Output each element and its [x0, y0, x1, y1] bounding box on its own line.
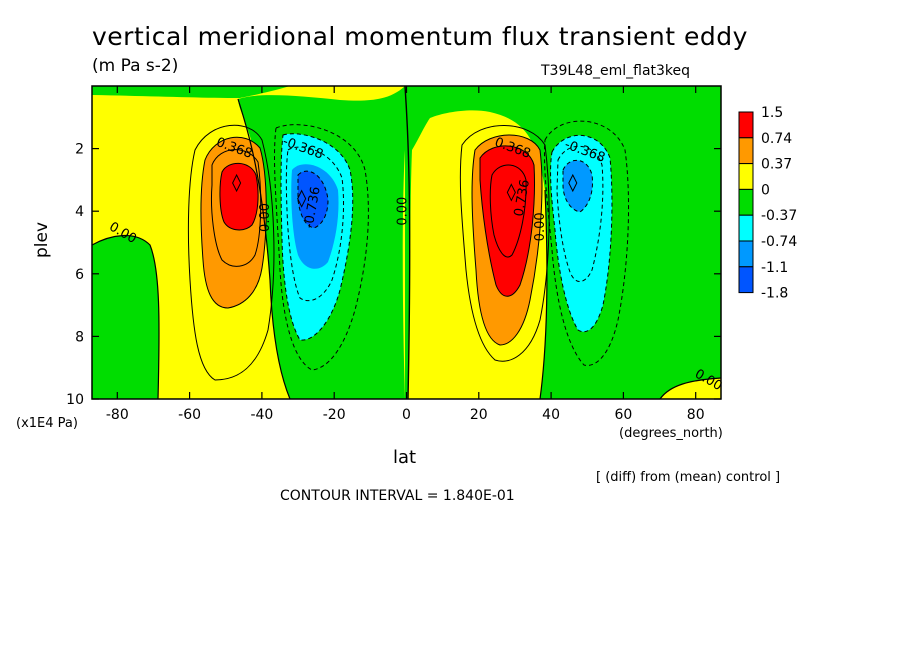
legend-swatch — [738, 111, 754, 139]
y-tick-label: 6 — [75, 267, 84, 283]
contour-interval: CONTOUR INTERVAL = 1.840E-01 — [280, 488, 515, 504]
region-green-sh-polar — [92, 235, 160, 399]
legend-swatch — [738, 266, 754, 294]
y-tick-label: 8 — [75, 329, 84, 345]
legend-label: 0.74 — [761, 131, 792, 147]
contour-label: 0.00 — [396, 197, 411, 226]
x-tick-label: -80 — [106, 407, 129, 423]
legend-label: 1.5 — [761, 105, 783, 121]
x-tick-label: 80 — [687, 407, 705, 423]
legend-label: 0.37 — [761, 157, 792, 173]
y-tick-label: 2 — [75, 142, 84, 158]
region-blue-nh — [563, 160, 593, 212]
x-tick-label: 60 — [614, 407, 632, 423]
region-red-sh — [219, 163, 259, 230]
contour-label: -0.736 — [302, 186, 324, 230]
y-axis-units: (x1E4 Pa) — [16, 416, 78, 431]
experiment-label: T39L48_eml_flat3keq — [541, 63, 691, 79]
legend-label: -1.8 — [761, 286, 788, 302]
legend-label: 0 — [761, 182, 770, 198]
plot-area — [92, 86, 721, 399]
legend-swatch — [738, 214, 754, 242]
x-axis-label: lat — [393, 447, 417, 468]
legend-label: -1.1 — [761, 260, 788, 276]
contour-label: 0.00 — [533, 212, 548, 241]
x-tick-label: -60 — [178, 407, 201, 423]
legend-swatch — [738, 188, 754, 216]
legend-label: -0.74 — [761, 234, 797, 250]
x-tick-label: -40 — [250, 407, 273, 423]
x-tick-label: -20 — [323, 407, 346, 423]
y-tick-label: 4 — [75, 204, 84, 220]
extremum-marker — [232, 173, 242, 193]
x-tick-label: 20 — [470, 407, 488, 423]
x-tick-label: 0 — [402, 407, 411, 423]
y-tick-label: 10 — [66, 392, 84, 408]
extremum-marker — [297, 189, 307, 208]
extremum-marker — [568, 173, 578, 193]
extrema-markers — [232, 173, 578, 208]
region-green-top-left — [92, 86, 290, 98]
x-axis-units: (degrees_north) — [619, 426, 723, 441]
legend-label: -0.37 — [761, 208, 797, 224]
chart-title: vertical meridional momentum flux transi… — [92, 22, 748, 51]
x-tick-label: 40 — [542, 407, 560, 423]
diff-note: [ (diff) from (mean) control ] — [596, 470, 781, 485]
negative-contour-lines — [274, 120, 630, 371]
contour-lines — [92, 86, 721, 399]
legend-swatch — [738, 240, 754, 268]
legend-swatch — [738, 137, 754, 165]
contour-label: 0.00 — [258, 203, 273, 232]
contour-label: 0.736 — [512, 178, 533, 217]
region-darkblue-sh — [298, 171, 328, 228]
legend-swatch — [738, 163, 754, 190]
legend: 1.5 0.74 0.37 0 -0.37 -0.74 -1.1 -1.8 — [738, 105, 797, 302]
extremum-marker — [506, 183, 516, 202]
region-yellow-nh-polar — [660, 378, 721, 399]
x-axis: -80 -60 -40 -20 0 20 40 60 80 — [106, 86, 705, 423]
units-label: (m Pa s-2) — [92, 56, 179, 76]
region-red-nh — [480, 145, 535, 297]
y-axis: 2 4 6 8 10 — [66, 142, 721, 408]
